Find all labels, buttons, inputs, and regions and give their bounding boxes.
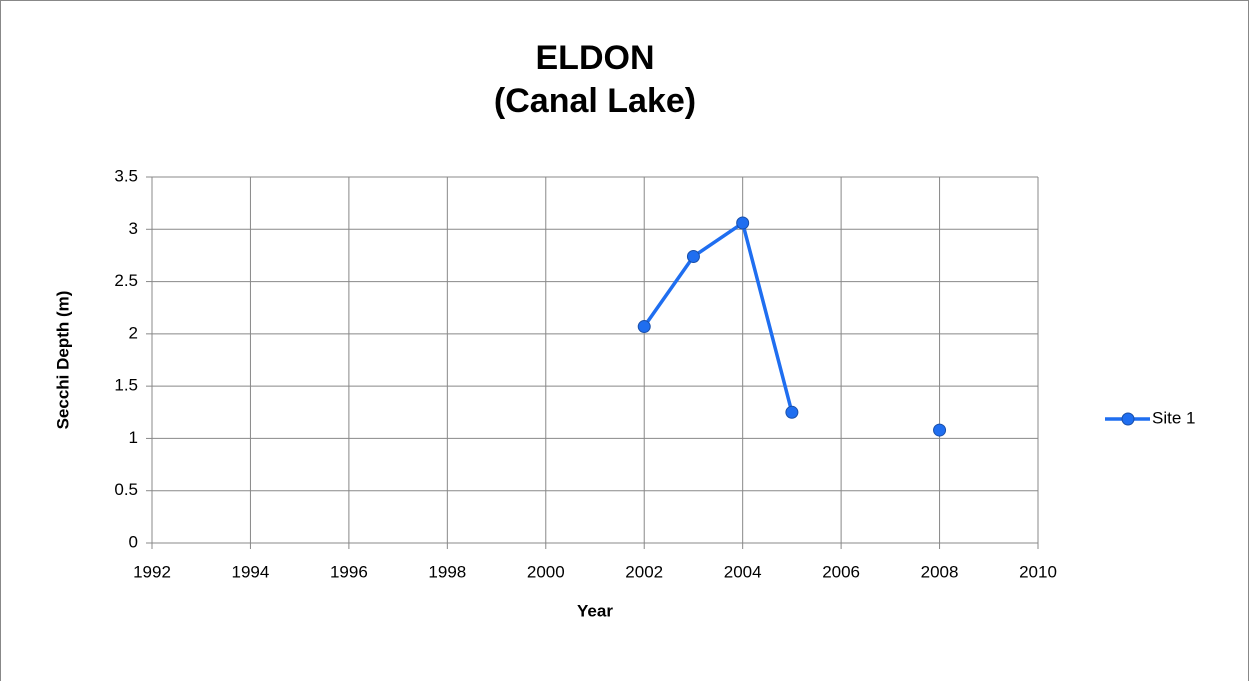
x-tick-label: 1998 bbox=[428, 562, 466, 581]
y-tick-label: 0 bbox=[129, 532, 138, 551]
chart-title: ELDON bbox=[536, 39, 655, 77]
x-tick-label: 2002 bbox=[625, 562, 663, 581]
x-tick-label: 2006 bbox=[822, 562, 860, 581]
data-point bbox=[637, 320, 651, 334]
legend-label: Site 1 bbox=[1152, 408, 1195, 427]
x-axis-title: Year bbox=[577, 601, 613, 620]
data-point bbox=[785, 405, 799, 419]
y-tick-label: 3 bbox=[129, 219, 138, 238]
x-tick-label: 2010 bbox=[1019, 562, 1057, 581]
chart-subtitle: (Canal Lake) bbox=[494, 82, 696, 120]
data-point bbox=[736, 216, 750, 230]
y-tick-label: 1.5 bbox=[114, 376, 138, 395]
y-axis-title: Secchi Depth (m) bbox=[53, 291, 72, 430]
x-tick-label: 1996 bbox=[330, 562, 368, 581]
x-tick-label: 2004 bbox=[724, 562, 762, 581]
x-tick-label: 1994 bbox=[232, 562, 270, 581]
y-tick-label: 3.5 bbox=[114, 166, 138, 185]
y-tick-label: 1 bbox=[129, 428, 138, 447]
y-tick-label: 0.5 bbox=[114, 480, 138, 499]
y-tick-label: 2.5 bbox=[114, 271, 138, 290]
x-tick-label: 2008 bbox=[921, 562, 959, 581]
legend-marker bbox=[1121, 412, 1135, 426]
x-tick-label: 1992 bbox=[133, 562, 171, 581]
data-point bbox=[933, 423, 947, 437]
x-tick-label: 2000 bbox=[527, 562, 565, 581]
y-tick-label: 2 bbox=[129, 323, 138, 342]
data-point bbox=[686, 249, 700, 263]
